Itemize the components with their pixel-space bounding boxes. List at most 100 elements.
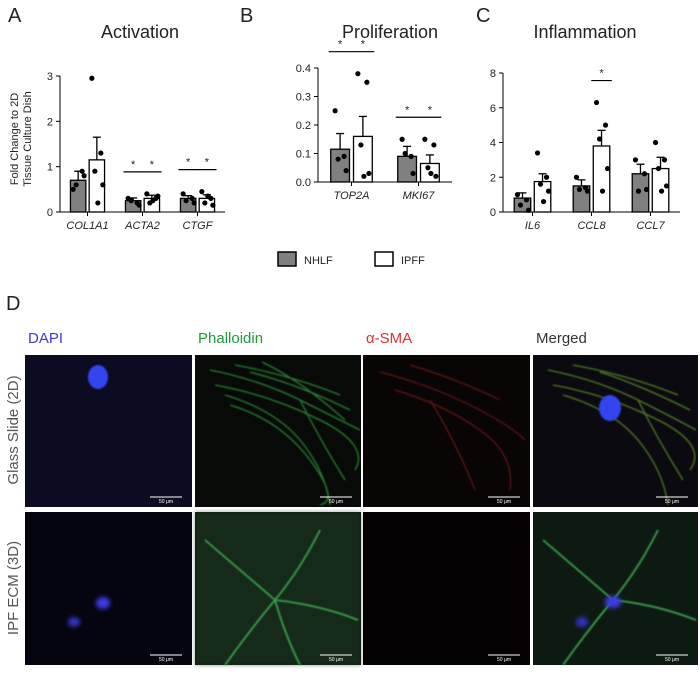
error-bar xyxy=(425,154,434,164)
bar xyxy=(397,155,418,183)
image xyxy=(25,512,192,665)
bar xyxy=(631,173,650,213)
data-point xyxy=(602,122,609,128)
image xyxy=(363,355,530,507)
x-tick-label: COL1A1 xyxy=(66,220,108,232)
data-point xyxy=(358,142,364,148)
data-point xyxy=(641,171,648,177)
x-tick-label: CCL8 xyxy=(577,220,606,232)
data-point xyxy=(632,157,639,163)
data-point xyxy=(399,136,405,142)
data-point xyxy=(593,99,600,106)
scale-bar-label: 50 μm xyxy=(665,499,679,505)
y-tick-label: 0.4 xyxy=(296,63,311,75)
y-tick-label: 8 xyxy=(490,68,496,80)
data-point xyxy=(70,186,76,192)
y-tick-label: 0 xyxy=(47,207,53,219)
significance-label: * xyxy=(150,159,155,171)
data-point xyxy=(596,136,603,142)
error-bar xyxy=(577,179,586,186)
data-point xyxy=(100,182,106,188)
x-tick-label: MKI67 xyxy=(403,190,436,202)
data-point xyxy=(95,200,101,206)
data-point xyxy=(189,195,195,201)
data-point xyxy=(191,200,197,206)
scale-bars xyxy=(150,496,688,656)
y-tick-label: 2 xyxy=(47,116,53,128)
x-tick-label: ACTA2 xyxy=(124,220,160,232)
data-point xyxy=(410,170,416,177)
legend-swatch xyxy=(277,251,297,267)
data-point xyxy=(144,191,150,197)
error-bar xyxy=(518,192,527,199)
data-point xyxy=(655,165,662,172)
image xyxy=(533,355,698,507)
data-point xyxy=(89,75,95,81)
data-point xyxy=(343,168,349,174)
y-axis-label: Fold Change to 2D xyxy=(9,93,21,185)
data-point xyxy=(534,150,541,156)
data-point xyxy=(335,156,341,162)
data-point xyxy=(355,71,361,77)
y-tick-label: 4 xyxy=(490,138,496,150)
error-bar xyxy=(656,156,665,169)
data-point xyxy=(576,186,583,193)
column-label: DAPI xyxy=(28,330,63,347)
data-point xyxy=(523,197,530,203)
error-bar xyxy=(538,173,547,182)
image xyxy=(25,355,192,507)
error-bar xyxy=(184,195,193,199)
data-point xyxy=(543,174,550,180)
panel-label: D xyxy=(6,293,20,315)
y-tick-label: 0.2 xyxy=(296,120,311,132)
data-point xyxy=(199,189,205,195)
y-tick-label: 0.0 xyxy=(296,177,311,189)
y-tick-label: 6 xyxy=(490,103,496,115)
significance-label: * xyxy=(405,104,410,116)
significance-label: * xyxy=(186,157,191,169)
scale-bar-label: 50 μm xyxy=(159,657,173,663)
data-point xyxy=(425,165,431,171)
legend-swatch xyxy=(374,251,394,267)
significance-label: * xyxy=(361,39,366,51)
data-point xyxy=(652,139,659,146)
y-tick-label: 3 xyxy=(47,71,53,83)
data-point xyxy=(155,193,161,199)
error-bar xyxy=(147,194,156,199)
data-point xyxy=(81,173,87,179)
image xyxy=(195,512,361,666)
legend-label: NHLF xyxy=(304,255,333,267)
column-label: Phalloidin xyxy=(198,330,263,347)
data-point xyxy=(428,170,434,177)
y-tick-label: 2 xyxy=(490,172,496,184)
error-bar xyxy=(636,163,645,174)
data-point xyxy=(431,142,437,148)
scale-bar-label: 50 μm xyxy=(329,657,343,663)
image xyxy=(533,512,698,666)
scale-bar-label: 50 μm xyxy=(665,657,679,663)
charts: A Activation Fold Change to 2D Tissue Cultu… xyxy=(8,5,680,267)
data-point xyxy=(183,198,189,204)
data-point xyxy=(128,198,134,204)
significance-label: * xyxy=(338,39,343,51)
data-point xyxy=(635,188,642,194)
error-bar xyxy=(92,136,101,160)
data-point xyxy=(79,168,85,174)
data-point xyxy=(98,150,104,156)
bar xyxy=(592,145,611,213)
y-tick-label: 1 xyxy=(47,162,53,174)
column-label: Merged xyxy=(536,330,587,347)
row-label: Glass Slide (2D) xyxy=(5,375,22,484)
data-point xyxy=(341,153,347,159)
data-point xyxy=(180,191,186,197)
data-point xyxy=(366,170,372,177)
data-point xyxy=(150,198,156,204)
data-point xyxy=(584,188,591,194)
y-tick-label: 0 xyxy=(490,207,496,219)
data-point xyxy=(202,200,208,206)
scale-bar-label: 50 μm xyxy=(497,499,511,505)
data-point xyxy=(136,202,142,208)
data-point xyxy=(402,150,408,157)
data-point xyxy=(663,183,670,189)
